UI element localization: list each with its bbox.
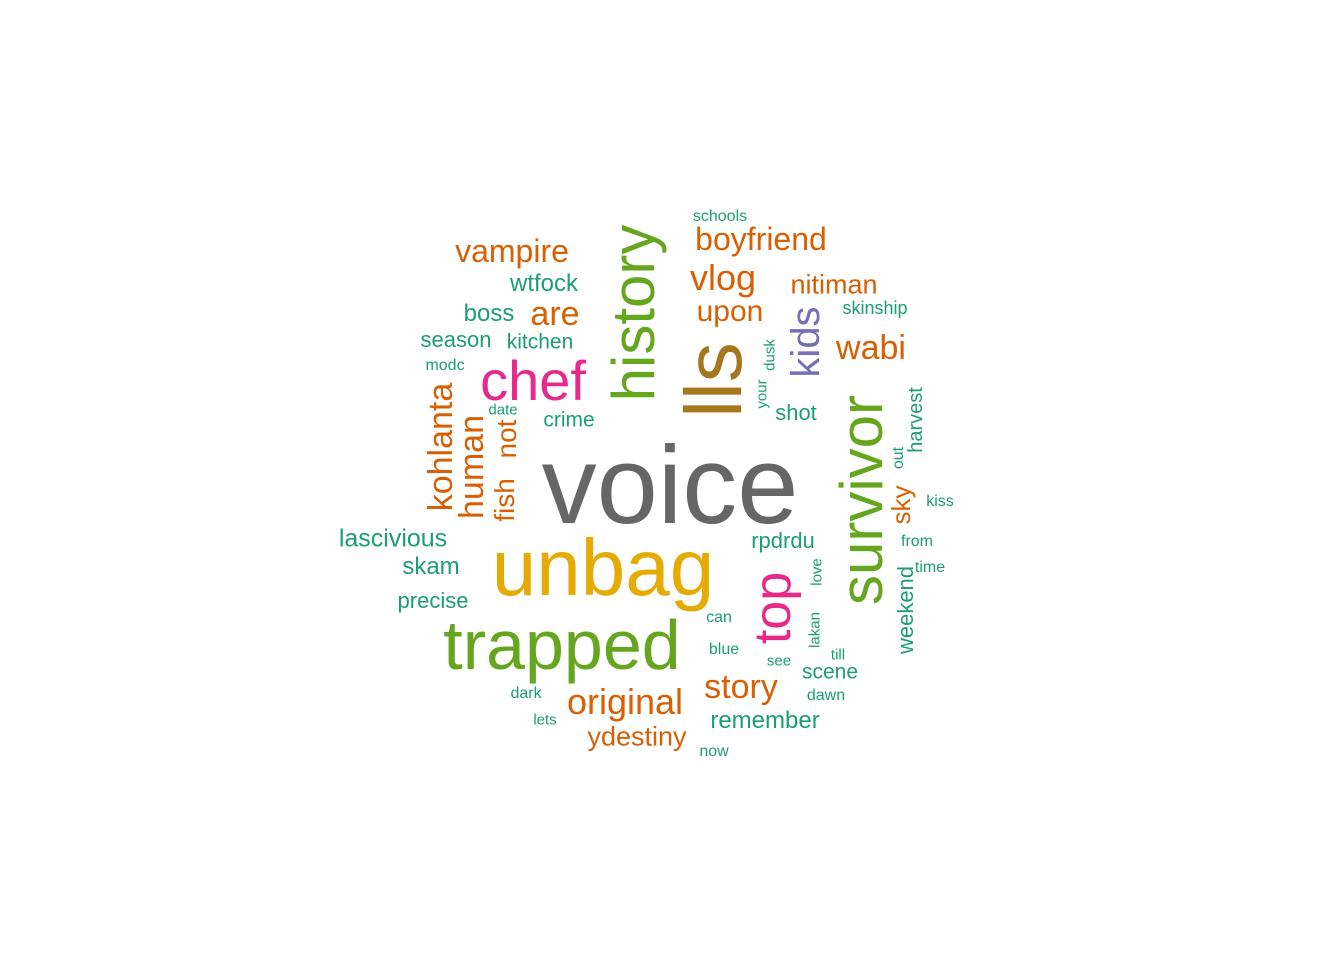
word-ydestiny: ydestiny xyxy=(587,721,687,752)
word-modc: modc xyxy=(425,357,465,374)
word-history: history xyxy=(600,224,667,402)
word-kids: kids xyxy=(784,306,828,378)
word-time: time xyxy=(914,559,946,576)
word-wabi: wabi xyxy=(836,329,906,367)
word-skinship: skinship xyxy=(842,298,908,318)
word-see: see xyxy=(766,652,792,670)
word-love: love xyxy=(808,558,826,586)
word-not: not xyxy=(491,419,522,459)
word-lascivious: lascivious xyxy=(338,524,448,553)
word-skam: skam xyxy=(402,553,460,580)
word-top: top xyxy=(744,571,802,645)
word-kiss: kiss xyxy=(926,493,954,510)
word-wtfock: wtfock xyxy=(509,270,579,297)
word-trapped: trapped xyxy=(443,606,681,684)
word-vlog: vlog xyxy=(689,257,757,298)
word-blue: blue xyxy=(708,641,740,658)
word-scene: scene xyxy=(801,660,859,684)
word-rpdrdu: rpdrdu xyxy=(751,528,815,553)
word-lets: lets xyxy=(533,711,557,729)
word-till: till xyxy=(830,646,846,664)
word-out: out xyxy=(890,446,907,470)
word-can: can xyxy=(706,609,732,626)
word-boyfriend: boyfriend xyxy=(695,221,827,257)
word-lls: lls xyxy=(669,342,758,418)
word-harvest: harvest xyxy=(905,387,927,453)
word-weekend: weekend xyxy=(893,565,918,655)
word-voice: voice xyxy=(541,424,799,547)
word-vampire: vampire xyxy=(455,233,569,269)
word-chef: chef xyxy=(480,349,586,412)
word-nitiman: nitiman xyxy=(790,269,878,300)
word-are: are xyxy=(530,295,580,333)
word-season: season xyxy=(420,327,492,352)
word-shot: shot xyxy=(775,400,817,425)
word-now: now xyxy=(699,743,729,760)
word-schools: schools xyxy=(692,208,748,225)
word-human: human xyxy=(453,415,491,519)
word-survivor: survivor xyxy=(828,394,895,606)
word-precise: precise xyxy=(397,588,469,613)
word-your: your xyxy=(753,379,771,409)
word-dark: dark xyxy=(510,685,542,702)
word-kitchen: kitchen xyxy=(506,330,574,354)
word-boss: boss xyxy=(463,300,515,327)
word-story: story xyxy=(704,668,778,706)
word-fish: fish xyxy=(489,478,520,522)
word-unbag: unbag xyxy=(491,523,715,612)
word-date: date xyxy=(488,401,518,419)
word-original: original xyxy=(566,681,684,722)
word-from: from xyxy=(901,533,933,550)
word-remember: remember xyxy=(710,707,820,734)
word-lakan: lakan xyxy=(806,612,824,648)
word-dawn: dawn xyxy=(806,687,846,704)
word-dusk: dusk xyxy=(761,339,779,371)
word-sky: sky xyxy=(886,485,916,525)
word-crime: crime xyxy=(543,408,595,432)
word-upon: upon xyxy=(696,295,764,328)
